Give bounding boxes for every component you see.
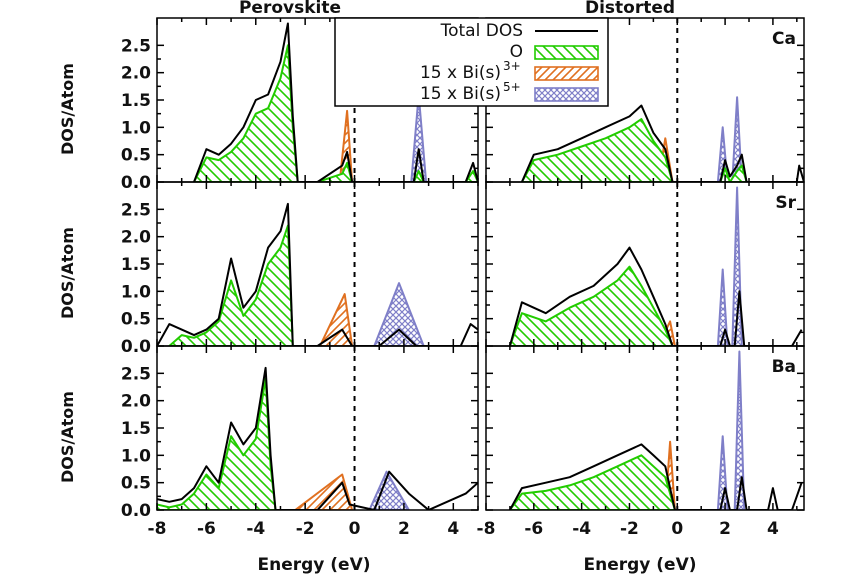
panel-ba-perovskite: 0.0 0.5 1.0 1.5 2.0 2.5 -8 -6 -4 -2 0 2 4 <box>121 346 478 539</box>
legend-sup-bi3: 3+ <box>503 59 521 73</box>
element-label-sr: Sr <box>775 193 796 213</box>
y-axis-labels: DOS/Atom DOS/Atom DOS/Atom <box>58 63 77 483</box>
x-tick-label-6-ba-perovskite: -6 <box>197 519 216 539</box>
x-tick-label-2-ba-distorted: 2 <box>719 519 731 539</box>
panel-ba-distorted: -8 -6 -4 -2 0 2 4 Ba <box>477 346 804 539</box>
legend-label-bi3: 15 x Bi(s) <box>420 63 501 83</box>
series-o-sr-perovskite <box>169 226 292 346</box>
legend-swatch-oxygen <box>535 46 598 59</box>
x-tick-label-8-ba-perovskite: -8 <box>148 519 167 539</box>
y-tick-label-0-5-ba-perovskite: 0.5 <box>121 474 151 494</box>
element-label-ca: Ca <box>772 29 796 49</box>
y-tick-label-1-5-ca-perovskite: 1.5 <box>121 91 151 111</box>
x-tick-label-4-ba-perovskite: 4 <box>447 519 459 539</box>
y-tick-label-2-0-ba-perovskite: 2.0 <box>121 392 151 412</box>
plot-area-ba-distorted <box>510 352 802 511</box>
y-tick-label-1-0-sr-perovskite: 1.0 <box>121 282 151 302</box>
y-tick-label-1-5-sr-perovskite: 1.5 <box>121 255 151 275</box>
y-tick-label-1-0-ba-perovskite: 1.0 <box>121 446 151 466</box>
y-axis-label-sr: DOS/Atom <box>58 227 77 319</box>
plot-area-sr-perovskite <box>157 204 478 346</box>
series-o-sr-distorted <box>510 267 673 346</box>
legend-swatch-bi3 <box>535 67 598 80</box>
y-tick-label-2-5-ca-perovskite: 2.5 <box>121 36 151 56</box>
x-tick-label-0-ba-distorted: 0 <box>671 519 683 539</box>
x-tick-label-6-ba-distorted: -6 <box>524 519 543 539</box>
x-tick-label-4-ba-perovskite: -4 <box>246 519 265 539</box>
column-titles: Perovskite Distorted <box>239 0 675 18</box>
x-tick-label-8-ba-distorted: -8 <box>477 519 496 539</box>
series-15-x-bi-s-5-sr-distorted <box>718 188 742 347</box>
series-15-x-bi-s-3-ba-perovskite <box>295 475 352 511</box>
plot-area-ca-distorted <box>522 97 804 182</box>
y-axis-label-ba: DOS/Atom <box>58 391 77 483</box>
y-tick-label-1-5-ba-perovskite: 1.5 <box>121 419 151 439</box>
legend-label-bi5: 15 x Bi(s) <box>420 84 501 104</box>
column-title-distorted: Distorted <box>585 0 675 18</box>
y-tick-label-0-5-ca-perovskite: 0.5 <box>121 146 151 166</box>
y-tick-label-0-5-sr-perovskite: 0.5 <box>121 310 151 330</box>
legend-swatch-bi5 <box>535 88 598 101</box>
panel-sr-distorted: Sr <box>486 182 804 346</box>
series-o-ba-perovskite <box>157 379 276 510</box>
x-tick-label-2-ba-distorted: -2 <box>620 519 639 539</box>
element-label-ba: Ba <box>772 357 796 377</box>
x-tick-label-0-ba-perovskite: 0 <box>349 519 361 539</box>
y-tick-label-0-0-sr-perovskite: 0.0 <box>121 337 151 357</box>
dos-figure: Perovskite Distorted DOS/Atom DOS/Atom D… <box>0 0 862 575</box>
legend-label-total: Total DOS <box>440 21 523 41</box>
series-15-x-bi-s-5-ba-perovskite <box>369 472 409 510</box>
y-tick-label-2-0-sr-perovskite: 2.0 <box>121 228 151 248</box>
y-tick-label-2-5-sr-perovskite: 2.5 <box>121 200 151 220</box>
y-axis-label-ca: DOS/Atom <box>58 63 77 155</box>
x-tick-label-2-ba-perovskite: -2 <box>296 519 315 539</box>
series-15-x-bi-s-5-ca-perovskite <box>411 95 426 183</box>
series-o-ba-distorted <box>510 455 675 510</box>
panel-sr-perovskite: 0.0 0.5 1.0 1.5 2.0 2.5 <box>121 182 478 357</box>
series-15-x-bi-s-5-sr-perovskite <box>374 283 423 346</box>
column-title-perovskite: Perovskite <box>239 0 341 18</box>
plot-area-sr-distorted <box>510 188 802 347</box>
series-total-dos-sr-perovskite <box>157 204 478 346</box>
y-tick-label-1-0-ca-perovskite: 1.0 <box>121 118 151 138</box>
x-axis-label-right: Energy (eV) <box>583 555 696 575</box>
y-tick-label-0-0-ca-perovskite: 0.0 <box>121 173 151 193</box>
panel-frame-sr-perovskite <box>157 182 478 346</box>
plot-area-ba-perovskite <box>157 368 478 510</box>
x-tick-label-2-ba-perovskite: 2 <box>398 519 410 539</box>
legend: Total DOS O 15 x Bi(s) 3+ 15 x Bi(s) 5+ <box>335 18 608 106</box>
legend-sup-bi5: 5+ <box>503 80 521 94</box>
x-axis-label-left: Energy (eV) <box>257 555 370 575</box>
y-tick-label-2-5-ba-perovskite: 2.5 <box>121 364 151 384</box>
x-axis-labels: Energy (eV) Energy (eV) <box>257 555 696 575</box>
x-tick-label-4-ba-distorted: -4 <box>572 519 591 539</box>
y-tick-label-0-0-ba-perovskite: 0.0 <box>121 501 151 521</box>
y-tick-label-2-0-ca-perovskite: 2.0 <box>121 64 151 84</box>
x-tick-label-4-ba-distorted: 4 <box>767 519 779 539</box>
